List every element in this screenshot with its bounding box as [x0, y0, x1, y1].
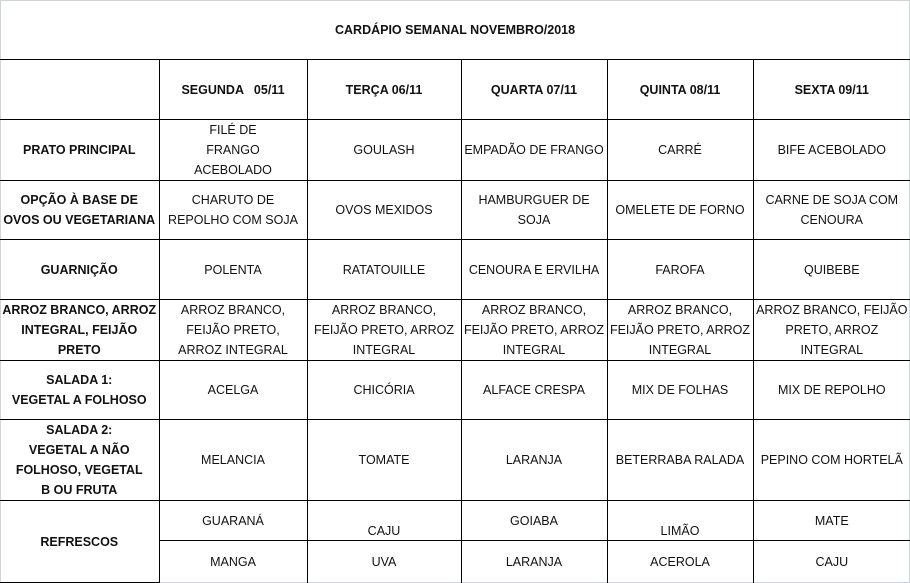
day-header: QUARTA 07/11 — [460, 59, 608, 120]
day-header: SEXTA 09/11 — [752, 59, 910, 120]
menu-cell: CHARUTO DE REPOLHO COM SOJA — [158, 180, 308, 240]
row-label-line: SALADA 1: — [46, 373, 113, 387]
day-header: TERÇA 06/11 — [306, 59, 462, 120]
menu-cell: GOIABA — [460, 500, 608, 541]
corner-cell — [0, 59, 160, 120]
menu-cell: LARANJA — [460, 540, 608, 583]
menu-cell: CHICÓRIA — [306, 360, 462, 420]
row-label: GUARNIÇÃO — [0, 239, 160, 300]
day-header: SEGUNDA 05/11 — [158, 59, 308, 120]
table-row: REFRESCOS GUARANÁ CAJU GOIABA LIMÃO MATE — [0, 500, 910, 583]
menu-cell: GOULASH — [306, 119, 462, 181]
menu-cell: CARNE DE SOJA COM CENOURA — [752, 180, 910, 240]
menu-cell: CAJU — [752, 540, 910, 583]
menu-cell: GUARANÁ — [158, 500, 308, 541]
row-label: REFRESCOS — [0, 500, 160, 583]
menu-cell: OVOS MEXIDOS — [306, 180, 462, 240]
menu-cell: FILÉ DE FRANGO ACEBOLADO — [158, 119, 308, 181]
page-title: CARDÁPIO SEMANAL NOVEMBRO/2018 — [0, 0, 910, 60]
menu-cell: ARROZ BRANCO, FEIJÃO PRETO, ARROZ INTEGR… — [158, 299, 308, 361]
table-row: SALADA 1: VEGETAL A FOLHOSO ACELGA CHICÓR… — [0, 360, 910, 420]
menu-cell: MANGA — [159, 540, 308, 583]
table-row: PRATO PRINCIPAL FILÉ DE FRANGO ACEBOLADO… — [0, 119, 910, 181]
menu-cell: MELANCIA — [158, 419, 308, 501]
menu-cell: MATE — [752, 500, 910, 541]
table-row: SALADA 2: VEGETAL A NÃO FOLHOSO, VEGETAL … — [0, 419, 910, 501]
menu-cell: FAROFA — [606, 239, 754, 300]
table-row: ARROZ BRANCO, ARROZ INTEGRAL, FEIJÃO PRE… — [0, 299, 910, 361]
row-label-line: VEGETAL A FOLHOSO — [11, 393, 147, 407]
menu-cell: BETERRABA RALADA — [606, 419, 754, 501]
row-label: OPÇÃO À BASE DE OVOS OU VEGETARIANA — [0, 180, 160, 240]
menu-cell: BIFE ACEBOLADO — [752, 119, 910, 181]
row-label: ARROZ BRANCO, ARROZ INTEGRAL, FEIJÃO PRE… — [0, 299, 160, 361]
menu-cell: ACELGA — [158, 360, 308, 420]
menu-cell: POLENTA — [158, 239, 308, 300]
menu-cell: ACEROLA — [606, 540, 754, 583]
menu-cell: CENOURA E ERVILHA — [460, 239, 608, 300]
day-header: QUINTA 08/11 — [606, 59, 754, 120]
menu-cell: ARROZ BRANCO, FEIJÃO PRETO, ARROZ INTEGR… — [606, 299, 754, 361]
row-label: SALADA 1: VEGETAL A FOLHOSO — [0, 360, 160, 420]
menu-cell: QUIBEBE — [752, 239, 910, 300]
menu-cell: ARROZ BRANCO, FEIJÃO PRETO, ARROZ INTEGR… — [306, 299, 462, 361]
menu-cell: MIX DE REPOLHO — [752, 360, 910, 420]
menu-cell: EMPADÃO DE FRANGO — [460, 119, 608, 181]
menu-cell: CARRÉ — [606, 119, 754, 181]
menu-cell: PEPINO COM HORTELÃ — [752, 419, 910, 501]
row-label-line: VEGETAL A NÃO FOLHOSO, VEGETAL B OU FRUT… — [15, 443, 143, 497]
row-label: SALADA 2: VEGETAL A NÃO FOLHOSO, VEGETAL … — [0, 419, 160, 501]
menu-cell: ARROZ BRANCO, FEIJÃO PRETO, ARROZ INTEGR… — [752, 299, 910, 361]
menu-cell: ARROZ BRANCO, FEIJÃO PRETO, ARROZ INTEGR… — [460, 299, 608, 361]
menu-cell: ALFACE CRESPA — [460, 360, 608, 420]
menu-cell: LARANJA — [460, 419, 608, 501]
menu-cell: HAMBURGUER DE SOJA — [460, 180, 608, 240]
menu-cell: MIX DE FOLHAS — [606, 360, 754, 420]
header-row: SEGUNDA 05/11 TERÇA 06/11 QUARTA 07/11 Q… — [0, 59, 910, 120]
menu-cell: RATATOUILLE — [306, 239, 462, 300]
menu-cell: LIMÃO — [606, 500, 754, 541]
menu-cell: UVA — [306, 540, 462, 583]
table-row: GUARNIÇÃO POLENTA RATATOUILLE CENOURA E … — [0, 239, 910, 300]
table-row: MANGA UVA LARANJA ACEROLA CAJU — [0, 540, 910, 583]
table-row: OPÇÃO À BASE DE OVOS OU VEGETARIANA CHAR… — [0, 180, 910, 240]
row-label-line: SALADA 2: — [46, 423, 113, 437]
menu-cell: OMELETE DE FORNO — [606, 180, 754, 240]
row-label: PRATO PRINCIPAL — [0, 119, 160, 181]
menu-cell: CAJU — [306, 500, 462, 541]
menu-cell: TOMATE — [306, 419, 462, 501]
